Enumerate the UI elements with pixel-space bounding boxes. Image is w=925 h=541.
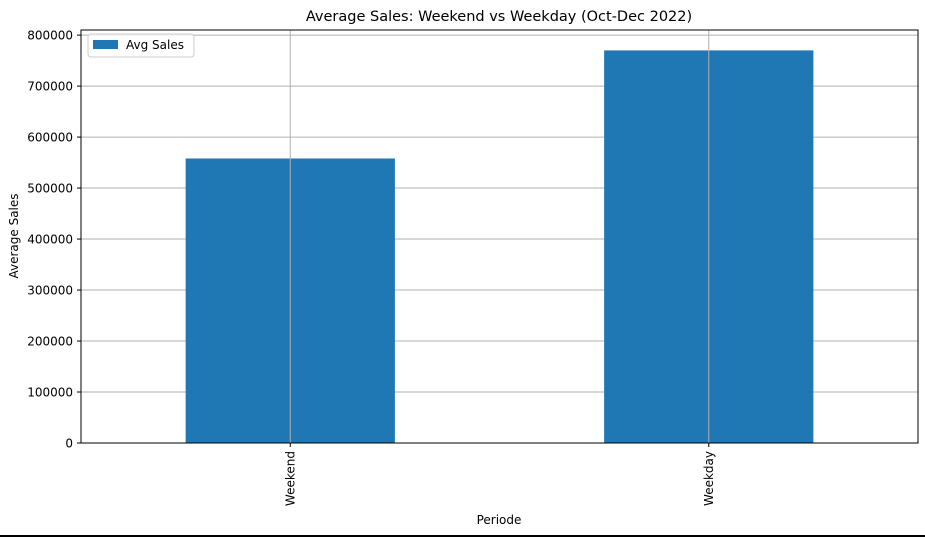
y-tick-label: 800000	[27, 29, 73, 43]
y-tick-label: 500000	[27, 182, 73, 196]
y-axis-label: Average Sales	[7, 193, 21, 278]
y-tick-label: 300000	[27, 284, 73, 298]
y-tick-label: 400000	[27, 233, 73, 247]
y-tick-label: 100000	[27, 386, 73, 400]
plot-frame	[80, 29, 919, 444]
y-tick-label: 600000	[27, 131, 73, 145]
bars	[185, 30, 814, 444]
y-tick-label: 200000	[27, 335, 73, 349]
legend-box	[87, 33, 195, 58]
bottom-border	[0, 535, 925, 537]
y-tick-label: 0	[65, 437, 73, 451]
x-tick-label: Weekday	[702, 451, 716, 506]
x-axis-label: Periode	[477, 513, 522, 527]
x-axis: Weekend Weekday	[283, 443, 716, 506]
legend-swatch	[93, 40, 118, 49]
legend: Avg Sales	[87, 33, 195, 58]
y-axis: 0 100000 200000 300000 400000 500000 600000 700…	[27, 29, 81, 451]
x-tick-label: Weekend	[283, 451, 297, 506]
chart-title: Average Sales: Weekend vs Weekday (Oct-D…	[306, 9, 692, 25]
y-tick-label: 700000	[27, 80, 73, 94]
legend-label: Avg Sales	[126, 38, 184, 52]
